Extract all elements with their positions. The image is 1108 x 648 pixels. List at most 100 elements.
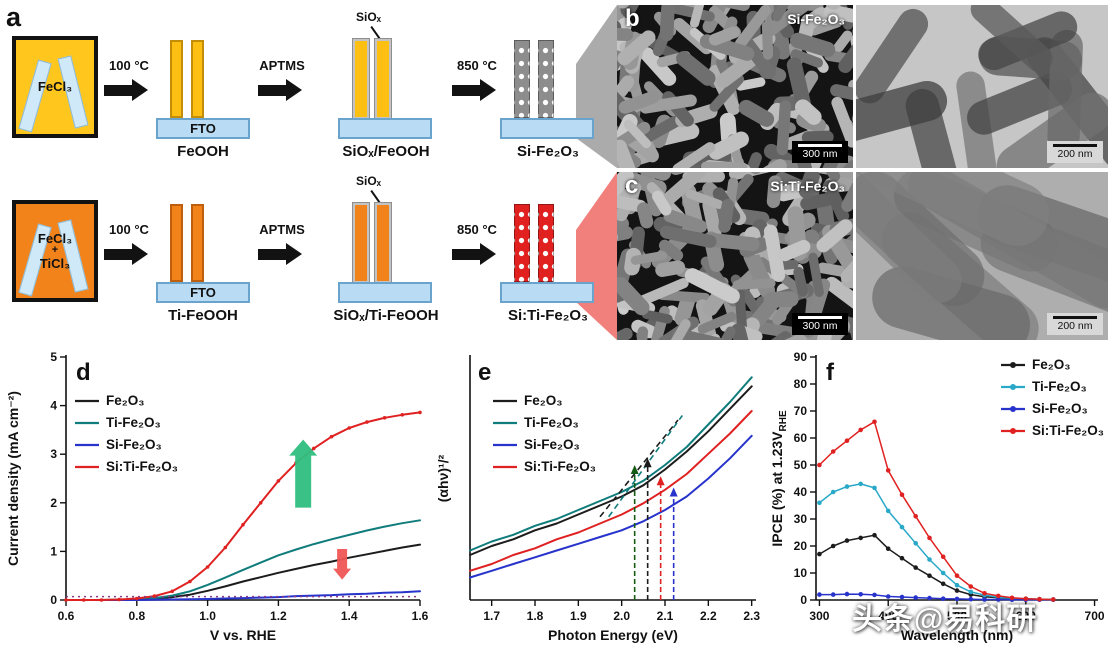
stage-label: Ti-FeOOH (168, 307, 238, 324)
scale-bar-line (798, 316, 842, 319)
svg-text:80: 80 (794, 377, 808, 391)
panel-c-label: c (625, 172, 639, 199)
legend-swatch-icon (75, 399, 99, 402)
legend-swatch-icon (493, 443, 517, 446)
porous-doped-hematite-rod (538, 204, 554, 282)
fto-label: FTO (190, 285, 216, 300)
scale-bar: 300 nm (792, 313, 848, 335)
fto-substrate: FTO (156, 282, 250, 303)
legend-label: Ti-Fe₂O₃ (1032, 379, 1087, 394)
sample-label: Si-Fe₂O₃ (787, 11, 845, 27)
watermark: 头条@易科研 (852, 603, 1038, 636)
scale-bar-line (1053, 316, 1097, 319)
svg-text:500: 500 (947, 609, 967, 623)
svg-text:2.3: 2.3 (743, 609, 760, 623)
beaker-solution-label: FeCl₃ (37, 79, 73, 95)
process-arrow-icon (452, 243, 496, 265)
svg-text:1.8: 1.8 (527, 609, 544, 623)
legend-item: Si:Ti-Fe₂O₃ (1000, 423, 1104, 438)
legend-item: Si-Fe₂O₃ (492, 437, 596, 452)
svg-text:30: 30 (794, 512, 808, 526)
legend-swatch-icon (75, 443, 99, 446)
svg-text:Photon Energy (eV): Photon Energy (eV) (548, 627, 678, 643)
chart-ipce: 300 400 500 600 700 0 10 20 30 40 50 60 70 80 90 Wavele… (766, 349, 1108, 648)
scale-bar: 200 nm (1047, 141, 1103, 163)
svg-text:1.0: 1.0 (199, 609, 216, 623)
product-label: Si:Ti-Fe₂O₃ (508, 307, 588, 324)
panel-f-label: f (826, 359, 834, 386)
legend-label: Si-Fe₂O₃ (524, 437, 580, 452)
tem-texture (856, 5, 1108, 168)
svg-text:40: 40 (794, 485, 808, 499)
legend-label: Si:Ti-Fe₂O₃ (524, 459, 596, 474)
sem-texture (617, 5, 853, 168)
svg-text:400: 400 (878, 609, 898, 623)
legend-item: Ti-Fe₂O₃ (492, 415, 596, 430)
svg-text:1.4: 1.4 (341, 609, 358, 623)
legend-label: Fe₂O₃ (1032, 357, 1071, 372)
svg-text:0.6: 0.6 (58, 609, 75, 623)
fto-substrate (338, 118, 432, 139)
fto-substrate (500, 118, 594, 139)
fto-substrate: FTO (156, 118, 250, 139)
scale-bar-label: 300 nm (802, 148, 838, 160)
stage-label: SiOₓ/Ti-FeOOH (333, 307, 439, 324)
legend-item: Si-Fe₂O₃ (74, 437, 178, 452)
svg-text:60: 60 (794, 431, 808, 445)
process-arrow-icon (104, 79, 148, 101)
svg-text:2.2: 2.2 (700, 609, 717, 623)
sample-label: Si:Ti-Fe₂O₃ (770, 178, 845, 194)
siox-coated-rod (374, 38, 392, 120)
svg-text:0: 0 (50, 593, 57, 607)
svg-text:2.1: 2.1 (657, 609, 674, 623)
arrow-aptms-label: APTMS (259, 58, 305, 73)
scale-bar-line (798, 144, 842, 147)
ipce-plot-canvas: 300 400 500 600 700 0 10 20 30 40 50 60 70 80 90 Wavele… (769, 350, 1105, 643)
beaker-fecl3: FeCl₃ (12, 36, 98, 138)
stage-label: SiOₓ/FeOOH (342, 143, 430, 160)
legend-swatch-icon (493, 421, 517, 424)
sem-image-si-fe2o3: b Si-Fe₂O₃ 300 nm (617, 5, 853, 168)
arrow-aptms-label: APTMS (259, 222, 305, 237)
svg-text:V vs. RHE: V vs. RHE (210, 627, 276, 643)
arrow-temp-label: 850 °C (457, 58, 497, 73)
legend-item: Fe₂O₃ (74, 393, 178, 408)
scale-bar-label: 300 nm (802, 320, 838, 332)
legend-label: Fe₂O₃ (524, 393, 563, 408)
legend: Fe₂O₃ Ti-Fe₂O₃ Si-Fe₂O₃ Si:Ti-Fe₂O₃ (492, 393, 596, 474)
panel-d-label: d (76, 359, 91, 386)
arrow-temp-label: 850 °C (457, 222, 497, 237)
legend-item: Fe₂O₃ (492, 393, 596, 408)
legend-label: Fe₂O₃ (106, 393, 145, 408)
arrow-temp-label: 100 °C (109, 222, 149, 237)
beaker-solution-label: FeCl₃ (37, 230, 73, 246)
legend-label: Si-Fe₂O₃ (1032, 401, 1088, 416)
jv-plot-canvas: 0.6 0.8 1.0 1.2 1.4 1.6 0 1 2 3 4 5 V vs. RHE Current… (5, 350, 429, 643)
scale-bar-label: 200 nm (1057, 148, 1093, 160)
porous-doped-hematite-rod (514, 204, 530, 282)
svg-text:Wavelength (nm): Wavelength (nm) (901, 627, 1013, 643)
svg-text:4: 4 (50, 399, 57, 413)
legend-swatch-icon (493, 399, 517, 402)
svg-text:300: 300 (809, 609, 829, 623)
siox-coated-rod (352, 202, 370, 284)
legend-swatch-icon (1001, 405, 1025, 412)
legend-label: Si-Fe₂O₃ (106, 437, 162, 452)
legend-item: Ti-Fe₂O₃ (1000, 379, 1104, 394)
tem-image-si-fe2o3: 200 nm (856, 5, 1108, 168)
siox-coated-rod (374, 202, 392, 284)
legend-label: Si:Ti-Fe₂O₃ (1032, 423, 1104, 438)
siox-coated-rod (352, 38, 370, 120)
svg-text:2: 2 (50, 496, 57, 510)
feooh-nanorod (191, 40, 204, 118)
process-arrow-icon (258, 79, 302, 101)
chart-current-density: 0.6 0.8 1.0 1.2 1.4 1.6 0 1 2 3 4 5 V vs. RHE Current… (2, 349, 430, 648)
legend-swatch-icon (1001, 427, 1025, 434)
svg-text:0: 0 (800, 593, 807, 607)
process-arrow-icon (104, 243, 148, 265)
svg-text:0.8: 0.8 (128, 609, 145, 623)
chart-tauc-plot: 1.7 1.8 1.9 2.0 2.1 2.2 2.3 Photon Energy (eV) (… (432, 349, 764, 648)
legend-swatch-icon (1001, 361, 1025, 368)
svg-text:20: 20 (794, 539, 808, 553)
